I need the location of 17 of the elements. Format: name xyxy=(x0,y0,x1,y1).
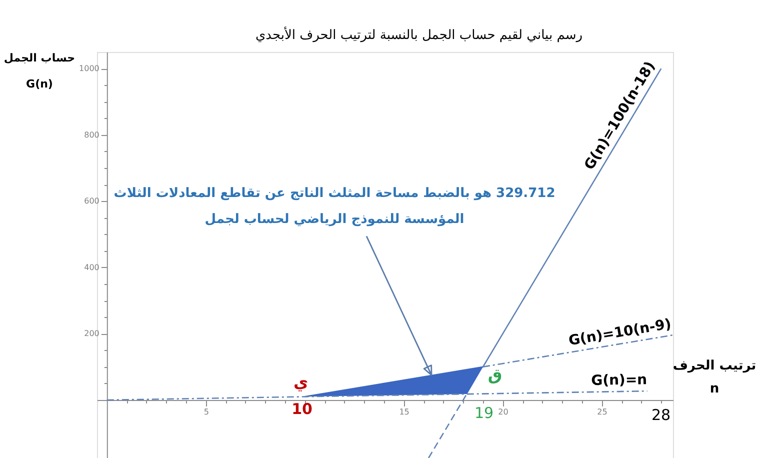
annotation: 10 xyxy=(292,400,312,418)
x-tick-label: 20 xyxy=(498,408,508,416)
y-tick-label: 200 xyxy=(84,329,100,338)
x-tick-label: 15 xyxy=(399,408,410,416)
y-tick-label: 400 xyxy=(84,262,100,272)
y-tick-label: 600 xyxy=(84,196,100,206)
chart-title: رسم بياني لقيم حساب الجمل بالنسبة لترتيب الحرف الأبجدي xyxy=(255,26,583,43)
annotation: 329.712 هو بالضبط مساحة المثلث الناتج عن تقاطع المعادلات الثلاث المؤسسة للنموذج الرياضي لحساب لجمل xyxy=(114,186,556,228)
annotation: 28 xyxy=(651,406,671,424)
annotation: ق xyxy=(488,364,502,384)
series-label: G(n)=n xyxy=(591,372,648,389)
annotation: ي xyxy=(294,372,308,392)
x-tick-label: 25 xyxy=(597,408,608,416)
annotation: 19 xyxy=(474,404,494,422)
y-tick-label: 800 xyxy=(84,130,100,140)
x-tick-label: 5 xyxy=(204,408,209,416)
y-tick-label: 1000 xyxy=(79,64,100,74)
